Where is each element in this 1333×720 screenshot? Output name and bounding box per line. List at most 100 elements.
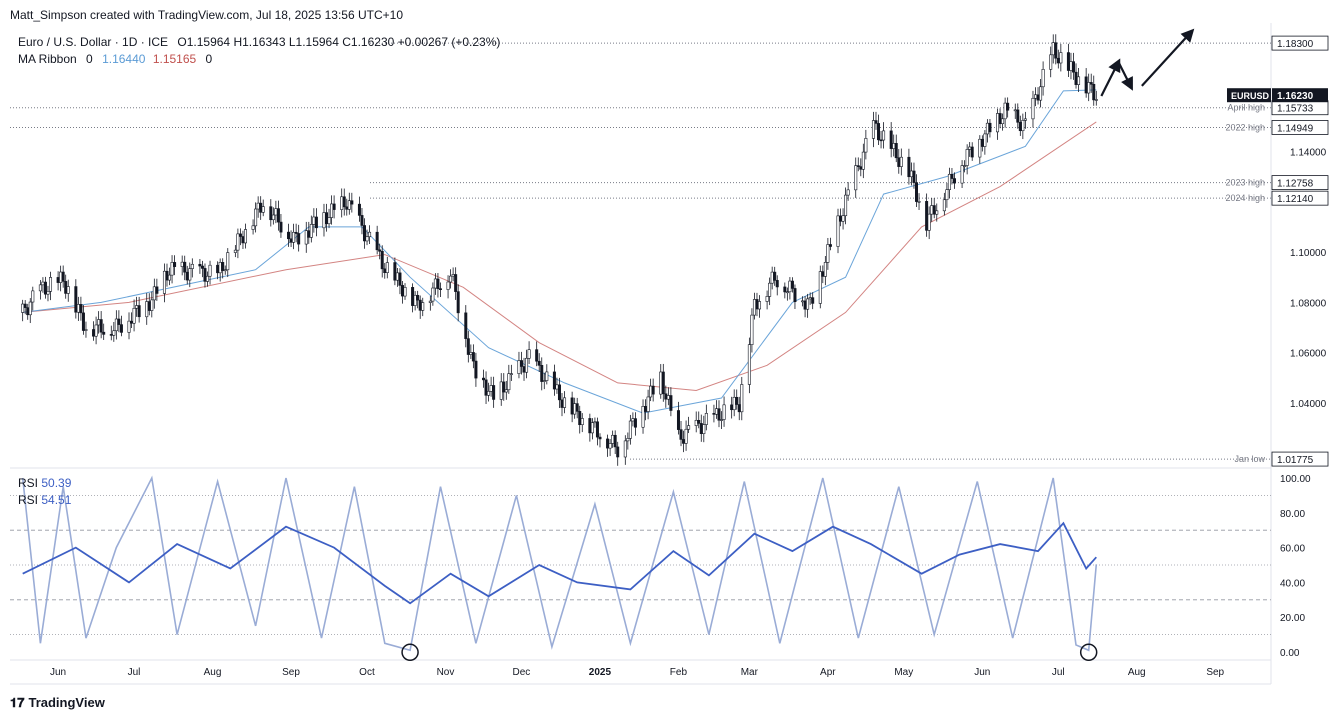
candle-body-16 — [76, 304, 80, 313]
candle-body-136 — [502, 381, 506, 393]
rsi-tick-label-0: 0.00 — [1280, 648, 1300, 659]
candle-body-260 — [942, 199, 946, 212]
candle-body-277 — [1001, 118, 1005, 125]
candle-body-182 — [664, 393, 668, 400]
candle-body-53 — [206, 275, 210, 282]
candle-body-294 — [1059, 52, 1063, 64]
candle-body-52 — [203, 268, 207, 282]
candle-body-300 — [1084, 76, 1088, 94]
candle-body-209 — [758, 301, 762, 310]
level-badge-2 — [1271, 120, 1329, 135]
rsi-low-marker-1 — [1079, 643, 1098, 662]
candle-body-150 — [552, 371, 556, 390]
candle-body-59 — [226, 252, 230, 271]
candle-body-274 — [988, 122, 992, 133]
price-tick-label-2: 1.08000 — [1290, 298, 1327, 309]
candle-body-291 — [1051, 42, 1055, 56]
candle-body-285 — [1031, 97, 1035, 120]
candle-body-96 — [360, 215, 364, 226]
candle-body-87 — [327, 217, 331, 225]
time-tick-label-9: Mar — [741, 667, 759, 678]
candle-body-19 — [84, 329, 88, 331]
candle-body-124 — [456, 291, 460, 314]
candle-body-119 — [438, 288, 442, 290]
candle-body-9 — [49, 277, 53, 292]
candle-body-139 — [509, 373, 513, 375]
candle-body-144 — [527, 349, 531, 359]
candle-body-128 — [471, 352, 475, 362]
time-tick-label-8: Feb — [670, 667, 688, 678]
candle-body-240 — [871, 120, 875, 139]
candle-body-26 — [112, 330, 116, 336]
candle-body-217 — [788, 280, 792, 293]
candle-body-149 — [545, 371, 549, 381]
candle-body-266 — [963, 165, 967, 167]
candle-body-239 — [864, 138, 868, 153]
candle-body-227 — [823, 262, 827, 277]
candle-body-214 — [775, 280, 779, 288]
last-price-badge — [1272, 88, 1328, 103]
candle-body-118 — [436, 278, 440, 289]
candle-body-58 — [223, 269, 227, 272]
candle-body-47 — [185, 271, 189, 281]
candle-body-304 — [1094, 99, 1098, 101]
candle-body-234 — [846, 189, 850, 196]
candle-body-44 — [173, 262, 177, 267]
candle-body-135 — [499, 381, 503, 400]
candle-body-281 — [1016, 109, 1020, 123]
candle-body-74 — [279, 221, 283, 233]
candle-body-293 — [1056, 57, 1060, 64]
candle-body-241 — [874, 120, 878, 124]
candle-body-33 — [135, 305, 139, 309]
tradingview-brand[interactable]: 𝟏𝟕 TradingView — [10, 695, 105, 711]
candle-body-215 — [783, 286, 787, 293]
candle-body-226 — [821, 271, 825, 277]
candle-body-157 — [575, 403, 579, 412]
candle-body-206 — [750, 314, 754, 345]
candle-body-146 — [537, 360, 541, 366]
candle-body-180 — [659, 371, 663, 395]
candle-body-66 — [254, 208, 258, 227]
candle-body-35 — [145, 301, 149, 318]
candle-body-232 — [841, 215, 845, 222]
candle-body-272 — [983, 133, 987, 147]
candle-body-201 — [732, 396, 736, 411]
rsi-label-1: RSI — [18, 476, 39, 490]
candle-body-265 — [960, 165, 964, 184]
symbol-legend: Euro / U.S. Dollar · 1D · ICE O1.15964 H… — [18, 35, 500, 49]
candle-body-243 — [879, 139, 883, 142]
candle-body-303 — [1092, 83, 1096, 101]
candle-body-97 — [362, 225, 366, 242]
candle-body-270 — [978, 138, 982, 158]
candle-body-78 — [294, 231, 298, 234]
candle-body-27 — [114, 318, 118, 332]
candle-body-167 — [611, 434, 615, 444]
candle-body-7 — [43, 281, 47, 295]
candle-body-108 — [400, 285, 404, 297]
level-value-5: 1.01775 — [1277, 455, 1314, 466]
candle-body-159 — [580, 418, 584, 426]
candle-body-89 — [332, 203, 336, 210]
candle-body-49 — [190, 263, 194, 269]
time-tick-label-14: Aug — [1128, 667, 1146, 678]
ma-ribbon-zero-2: 0 — [205, 52, 213, 66]
candle-body-250 — [907, 156, 911, 178]
candle-body-1 — [23, 303, 27, 308]
candle-body-282 — [1018, 121, 1022, 132]
candle-body-267 — [965, 149, 969, 166]
candle-body-142 — [522, 366, 526, 373]
candle-body-60 — [233, 249, 237, 253]
candle-body-85 — [322, 212, 326, 229]
candle-body-169 — [616, 446, 620, 458]
candle-body-190 — [694, 419, 698, 426]
price-tick-label-1: 1.06000 — [1290, 349, 1327, 360]
candle-body-160 — [588, 418, 592, 434]
candle-body-122 — [451, 274, 455, 277]
candle-body-244 — [882, 130, 886, 141]
candle-body-225 — [818, 271, 822, 304]
rsi-legend-2: RSI 54.51 — [18, 493, 71, 507]
level-value-4: 1.12140 — [1277, 194, 1314, 205]
chart-creator-credit: Matt_Simpson created with TradingView.co… — [10, 8, 403, 22]
candle-body-151 — [555, 384, 559, 390]
